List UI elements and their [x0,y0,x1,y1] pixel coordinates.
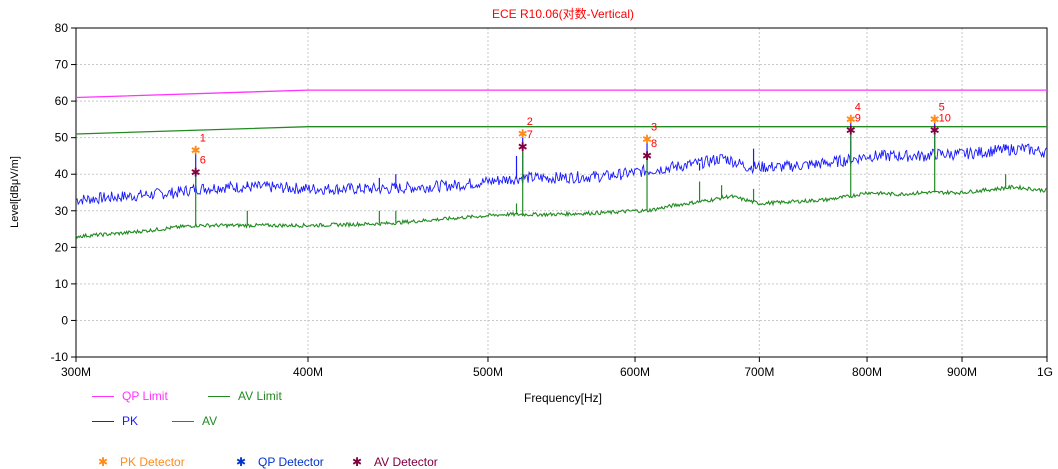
legend-av-limit-swatch [208,395,230,397]
legend-pk-detector-label: PK Detector [120,455,185,469]
series-line-av-limit [75,126,1047,135]
chart-title: ECE R10.06(对数-Vertical) [492,6,634,21]
y-tick-label: -10 [51,350,69,364]
legend-qp-detector: ✱ QP Detector [230,455,324,469]
legend-qp-limit: QP Limit [92,389,168,403]
marker-9-star: ✱ [846,123,856,137]
marker-4-label: 4 [855,101,861,113]
x-tick-label: 500M [473,365,503,379]
marker-3-label: 3 [651,121,657,133]
x-tick-label: 700M [744,365,774,379]
marker-6-star: ✱ [191,165,201,179]
x-tick-label: 400M [293,365,323,379]
x-tick-label: 1G [1037,365,1053,379]
y-tick-label: 50 [55,131,69,145]
legend-av: AV [172,414,217,428]
marker-10-star: ✱ [930,123,940,137]
marker-8-star: ✱ [642,149,652,163]
series-line-av [75,184,1048,240]
marker-3-star: ✱ [642,132,652,146]
y-tick-label: 0 [61,313,68,327]
y-tick-label: 70 [55,58,69,72]
y-tick-label: 10 [55,277,69,291]
marker-7-label: 7 [527,129,533,141]
legend-pk-detector: ✱ PK Detector [92,455,185,469]
marker-2-label: 2 [527,116,533,128]
x-axis-ticks: 300M 400M 500M 600M 700M 800M 900M 1G [61,357,1053,379]
legend-qp-limit-swatch [92,395,114,397]
series-line-pk [75,142,1048,206]
marker-1-label: 1 [200,132,206,144]
legend-pk: PK [92,414,138,428]
marker-10-label: 10 [939,112,951,124]
y-axis-ticks: -10 0 10 20 30 40 50 60 70 80 [51,21,76,364]
legend-av-limit-label: AV Limit [238,389,282,403]
x-tick-label: 800M [852,365,882,379]
series-group [75,89,1048,240]
marker-1-star: ✱ [191,143,201,157]
legend-av-limit: AV Limit [208,389,282,403]
marker-5-star: ✱ [930,112,940,126]
legend-av-swatch [172,420,194,422]
legend-pk-swatch [92,420,114,422]
legend-av-label: AV [202,414,218,428]
av-detector-star-icon: ✱ [351,455,363,469]
y-tick-label: 80 [55,21,69,35]
legend-av-detector-label: AV Detector [374,455,438,469]
legend-pk-label: PK [122,414,139,428]
marker-5-label: 5 [939,101,945,113]
pk-detector-star-icon: ✱ [97,455,109,469]
y-tick-label: 60 [55,94,69,108]
legend-av-detector: ✱ AV Detector [346,455,438,469]
marker-7-star: ✱ [518,140,528,154]
x-tick-label: 300M [61,365,91,379]
markers-group: ✱1✱6✱2✱7 ✱3✱8✱4✱9 ✱5✱10 [191,101,951,179]
x-tick-label: 900M [947,365,977,379]
y-axis-label: Level[dBμV/m] [9,156,21,228]
marker-4-star: ✱ [846,112,856,126]
plot-area [75,27,1048,358]
marker-8-label: 8 [651,138,657,150]
marker-6-label: 6 [200,154,206,166]
legend-qp-limit-label: QP Limit [122,389,168,403]
x-tick-label: 600M [620,365,650,379]
series-line-qp-limit [75,89,1047,99]
y-tick-label: 30 [55,204,69,218]
y-tick-label: 40 [55,167,69,181]
marker-9-label: 9 [855,112,861,124]
legend-qp-detector-label: QP Detector [258,455,324,469]
x-axis-label: Frequency[Hz] [524,391,602,405]
qp-detector-star-icon: ✱ [235,455,247,469]
y-tick-label: 20 [55,240,69,254]
marker-2-star: ✱ [518,127,528,141]
